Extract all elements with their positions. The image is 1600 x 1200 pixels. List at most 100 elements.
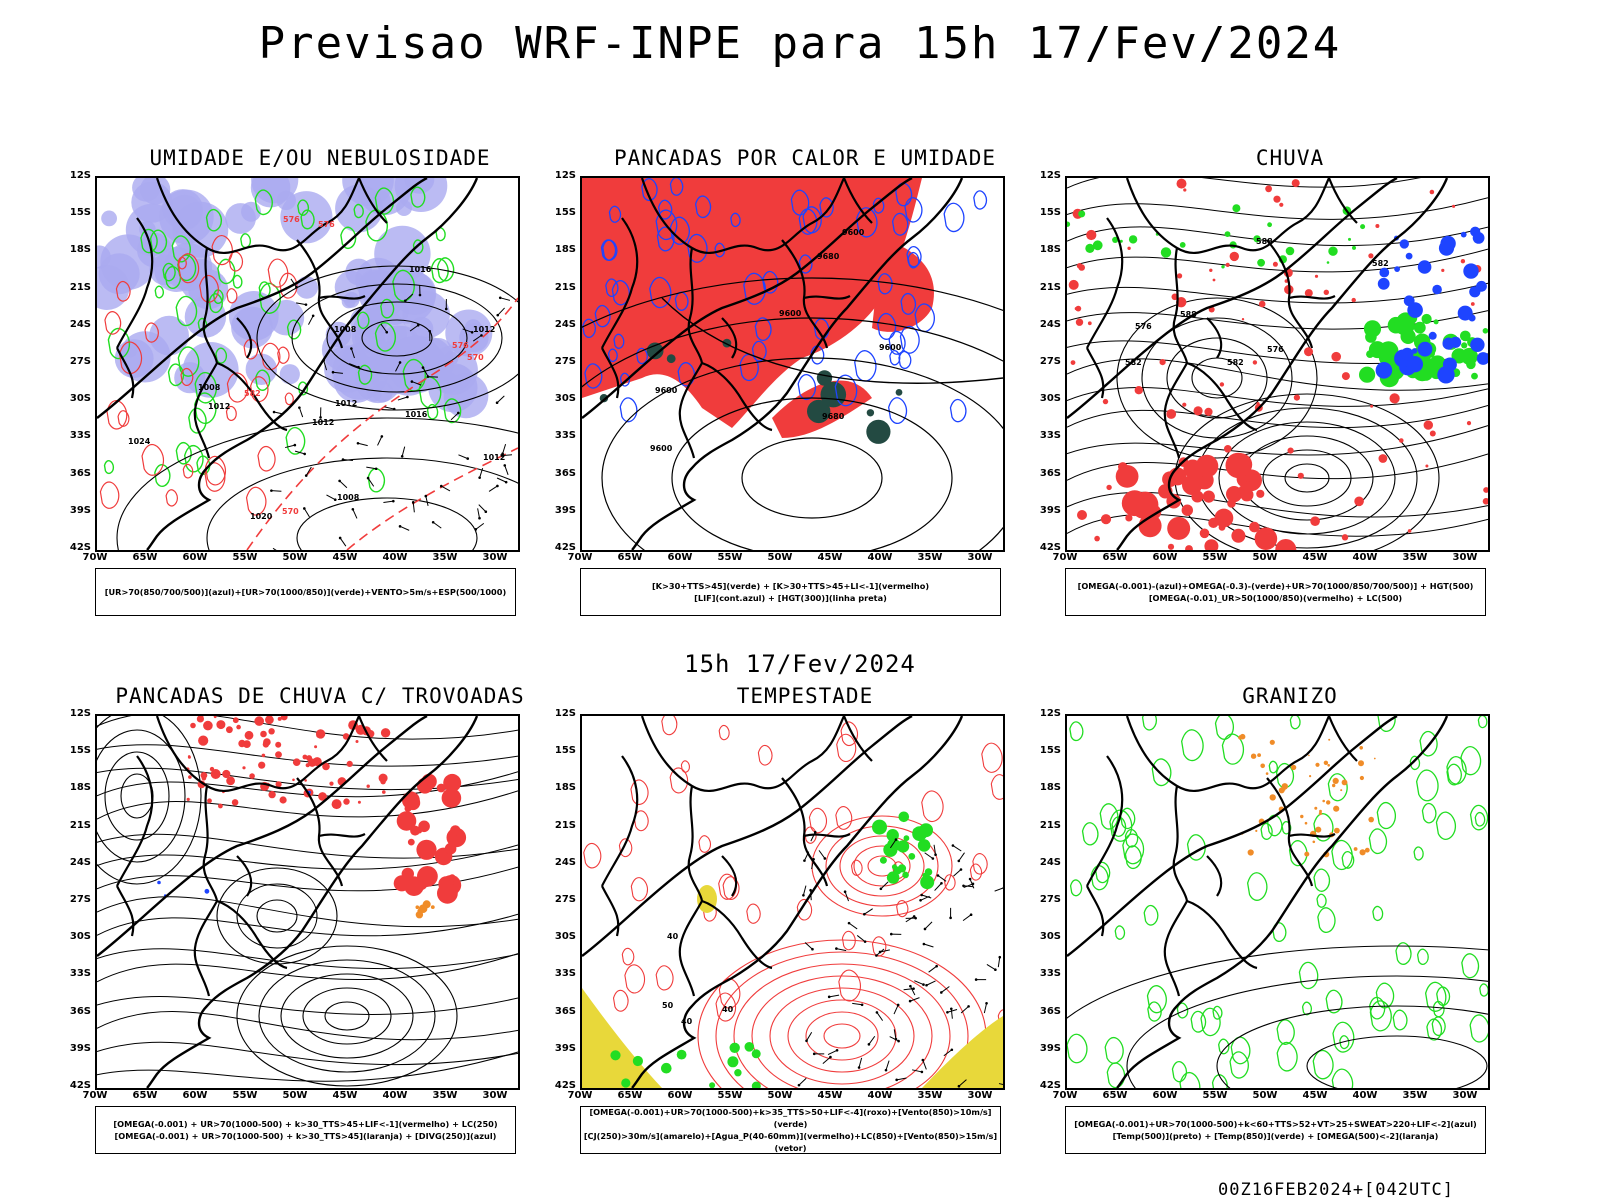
field-patch — [1315, 762, 1320, 767]
contour-line — [1212, 1005, 1223, 1020]
wind-vector-head — [920, 893, 923, 897]
wind-vector — [912, 1069, 922, 1073]
field-patch — [1208, 517, 1219, 528]
field-patch — [1378, 341, 1399, 362]
field-patch — [450, 825, 461, 836]
field-patch — [1127, 246, 1131, 250]
streamline — [97, 948, 518, 970]
contour-line — [380, 298, 395, 319]
wind-vector — [953, 869, 962, 877]
field-patch — [261, 753, 266, 758]
streamline — [1067, 358, 1488, 391]
contour-line — [149, 229, 168, 254]
wind-vector — [384, 406, 395, 410]
contour-line — [144, 322, 159, 343]
field-patch — [1283, 788, 1286, 791]
field-patch — [886, 829, 899, 842]
contour-label: 582 — [1125, 358, 1142, 367]
field-patch — [1247, 849, 1254, 856]
wind-vector — [349, 363, 359, 368]
field-patch — [275, 741, 282, 748]
wind-vector — [986, 964, 996, 971]
field-patch — [1078, 210, 1086, 218]
isoline — [1141, 317, 1293, 439]
contour-line — [250, 376, 269, 403]
contour-line — [1124, 828, 1139, 848]
contour-label: 40 — [667, 932, 679, 941]
state-border — [155, 716, 360, 792]
isoline — [104, 751, 170, 841]
wind-vector — [914, 980, 924, 986]
field-patch — [1352, 245, 1356, 250]
lat-tick-label: 24S — [1039, 318, 1061, 330]
field-patch — [346, 760, 353, 767]
wind-vector — [937, 875, 947, 882]
wind-vector-head — [812, 1052, 816, 1056]
contour-line — [118, 341, 143, 375]
wind-vector-head — [951, 844, 955, 847]
wind-vector-head — [380, 435, 384, 438]
contour-line — [257, 445, 276, 472]
streamline — [97, 896, 518, 928]
contour-line — [1474, 811, 1486, 827]
field-patch — [1086, 229, 1097, 241]
field-patch — [366, 784, 370, 788]
field-patch — [1314, 274, 1319, 278]
state-border — [1266, 777, 1314, 887]
wind-vector — [500, 297, 511, 301]
lat-tick-label: 15S — [69, 745, 91, 757]
wind-vector — [377, 436, 383, 446]
wind-vector-head — [949, 916, 952, 920]
lat-tick-label: 36S — [69, 1005, 91, 1017]
contour-line — [1431, 1016, 1446, 1037]
contour-line — [212, 289, 224, 304]
panel-title: GRANIZO — [1242, 684, 1338, 708]
field-patch — [1224, 445, 1232, 453]
wind-vector — [432, 521, 442, 529]
field-patch — [1250, 753, 1257, 759]
legend-line: [OMEGA(-0.001)+UR>70(1000-500)+k>35_TTS>… — [589, 1107, 992, 1129]
field-patch — [1199, 528, 1210, 539]
contour-line — [165, 489, 179, 507]
contour-line — [743, 272, 767, 305]
field-patch — [1359, 775, 1364, 781]
contour-label: 1020 — [250, 512, 273, 521]
legend-line: [OMEGA(-0.001)-(azul)+OMEGA(-0.3)-(verde… — [1077, 581, 1474, 591]
contour-label: 582 — [1227, 358, 1244, 367]
wind-vector-head — [935, 964, 938, 968]
field-patch — [1327, 764, 1330, 767]
field-patch — [1128, 235, 1138, 244]
contour-line — [1275, 762, 1295, 789]
wind-vector — [350, 348, 355, 359]
field-patch — [1328, 738, 1331, 741]
contour-label: 50 — [662, 1001, 674, 1010]
field-patch — [1315, 826, 1322, 833]
lat-tick-label: 42S — [69, 542, 91, 553]
field-patch — [242, 766, 246, 770]
contour-line — [1424, 981, 1447, 1012]
lat-tick-label: 15S — [554, 745, 576, 757]
state-border — [701, 361, 773, 432]
wind-vector-head — [410, 380, 414, 383]
field-patch — [1304, 851, 1310, 857]
field-patch — [1407, 529, 1412, 533]
lat-tick-label: 39S — [69, 504, 91, 516]
contour-line — [267, 258, 289, 288]
contour-line — [1179, 1071, 1201, 1088]
wind-vector-head — [474, 528, 478, 531]
lon-tick-label: 30W — [482, 552, 508, 563]
legend-box: [OMEGA(-0.001) + UR>70(1000-500) + k>30_… — [95, 1106, 516, 1154]
wind-vector — [994, 887, 1003, 892]
lat-tick-label: 24S — [69, 856, 91, 868]
streamline — [1067, 197, 1488, 220]
field-patch — [1399, 438, 1404, 443]
field-patch — [1328, 246, 1338, 256]
state-border — [1206, 317, 1223, 359]
streamline — [97, 953, 518, 983]
lon-tick-label: 55W — [232, 1090, 258, 1101]
contour-line — [365, 209, 389, 242]
contour-label: 1012 — [335, 399, 357, 408]
contour-line — [649, 276, 672, 309]
contour-line — [790, 189, 810, 216]
wind-vector-head — [426, 375, 430, 378]
